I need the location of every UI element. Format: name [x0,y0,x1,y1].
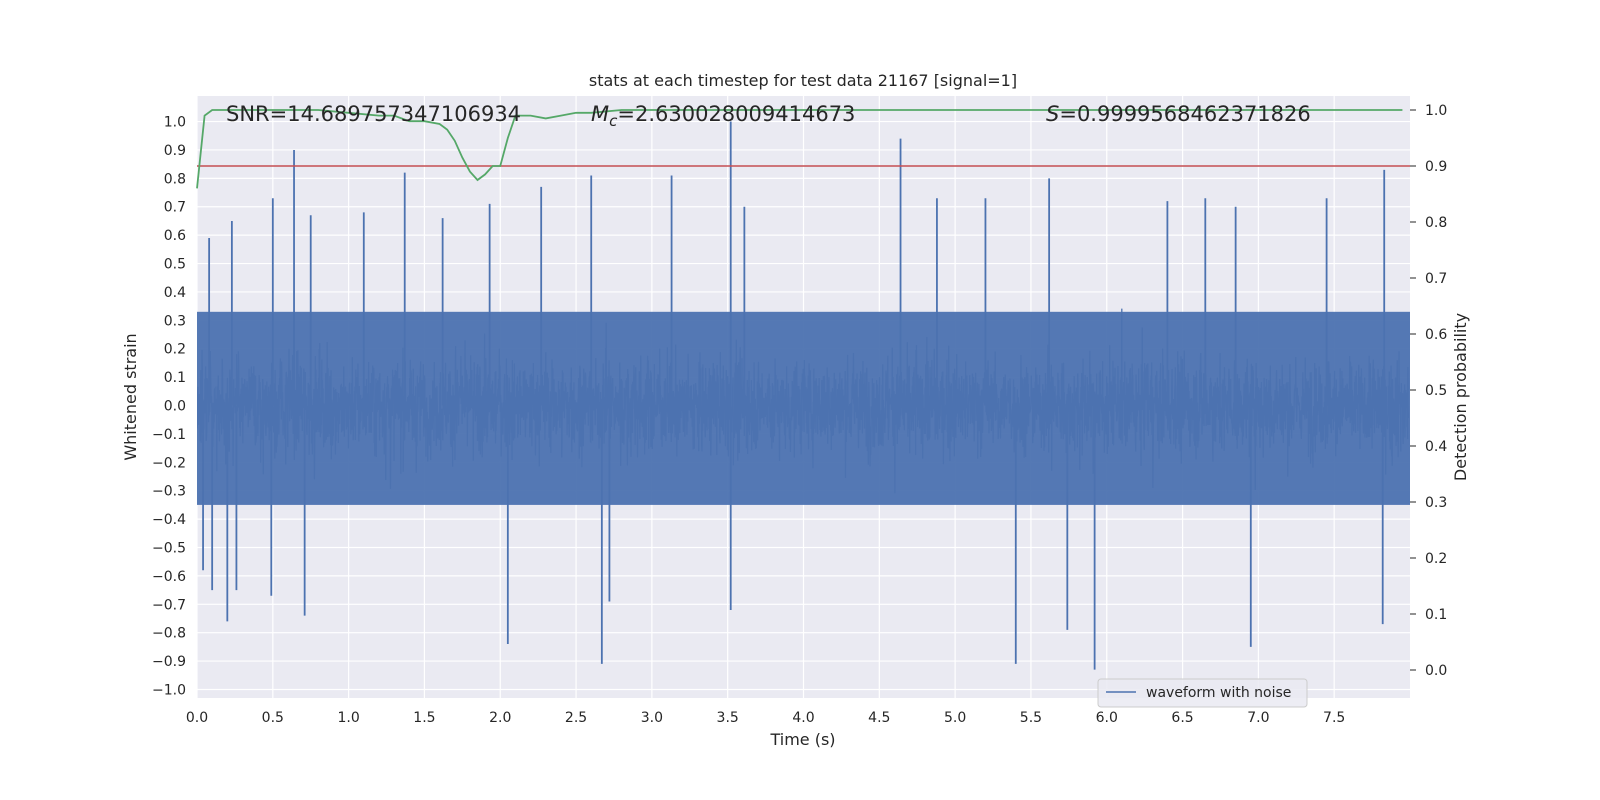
left-tick-label: −0.4 [152,512,186,528]
left-tick-label: −0.2 [152,455,186,471]
x-tick-label: 1.5 [413,710,435,726]
right-tick-label: 0.1 [1425,607,1447,623]
right-tick-label: 0.5 [1425,383,1447,399]
legend-label: waveform with noise [1146,685,1291,701]
x-tick-label: 7.5 [1323,710,1345,726]
left-tick-label: 0.1 [164,370,186,386]
x-tick-label: 0.0 [186,710,208,726]
significance-value: =0.9999568462371826 [1059,102,1310,126]
right-tick-label: 0.7 [1425,271,1447,287]
right-tick-label: 0.4 [1425,439,1447,455]
x-tick-label: 5.0 [944,710,966,726]
left-tick-label: 0.4 [164,285,186,301]
x-tick-label: 0.5 [262,710,284,726]
chirp-mass-subscript: c [609,112,618,130]
x-axis-label: Time (s) [769,730,835,749]
left-tick-label: 1.0 [164,115,186,131]
left-tick-label: 0.2 [164,342,186,358]
left-tick-label: −0.8 [152,626,186,642]
left-tick-label: −0.5 [152,541,186,557]
probability-line [196,109,1403,189]
left-tick-label: −0.7 [152,597,186,613]
x-tick-label: 4.0 [792,710,814,726]
right-tick-label: 0.0 [1425,663,1447,679]
right-tick-label: 0.8 [1425,215,1447,231]
right-tick-label: 0.2 [1425,551,1447,567]
x-tick-label: 3.0 [641,710,663,726]
significance-symbol: S [1046,102,1059,126]
right-axis-label: Detection probability [1451,313,1470,481]
left-tick-label: 0.5 [164,257,186,273]
x-tick-label: 4.5 [868,710,890,726]
left-axis-ticks: 1.0 0.9 0.8 0.7 0.6 0.5 0.4 0.3 0.2 0.1 0.0 −0.1 −0.… [152,115,186,699]
chart-title: stats at each timestep for test data 211… [589,71,1017,90]
left-axis-label: Whitened strain [121,333,140,460]
right-tick-label: 0.9 [1425,159,1447,175]
right-axis-ticks: 1.0 0.9 0.8 0.7 0.6 0.5 0.4 0.3 0.2 0.1 0.0 [1410,103,1447,679]
chirp-mass-value: =2.630028009414673 [617,102,855,126]
snr-annotation: SNR=14.689757347106934 [226,102,521,126]
chirp-mass-symbol: M [591,102,609,126]
x-tick-label: 7.0 [1247,710,1269,726]
left-tick-label: −0.1 [152,427,186,443]
left-tick-label: 0.7 [164,200,186,216]
left-tick-label: −0.3 [152,484,186,500]
chirp-mass-annotation: Mc=2.630028009414673 [591,102,855,130]
x-tick-label: 5.5 [1020,710,1042,726]
right-tick-label: 1.0 [1425,103,1447,119]
waveform-series [197,121,1410,670]
left-tick-label: 0.0 [164,399,186,415]
x-axis-ticks: 0.0 0.5 1.0 1.5 2.0 2.5 3.0 3.5 4.0 4.5 5.0 5.5 6.0 6… [186,710,1345,726]
waveform-dense-band [197,311,1410,505]
x-tick-label: 6.0 [1096,710,1118,726]
right-tick-label: 0.3 [1425,495,1447,511]
significance-annotation: S=0.9999568462371826 [1046,102,1311,126]
left-tick-label: 0.3 [164,313,186,329]
left-tick-label: 0.8 [164,171,186,187]
left-tick-label: −0.6 [152,569,186,585]
left-tick-label: 0.6 [164,228,186,244]
left-tick-label: −0.9 [152,654,186,670]
probability-series [196,109,1410,189]
right-tick-label: 0.6 [1425,327,1447,343]
x-tick-label: 3.5 [717,710,739,726]
x-tick-label: 6.5 [1171,710,1193,726]
left-tick-label: 0.9 [164,143,186,159]
x-tick-label: 1.0 [337,710,359,726]
legend: waveform with noise [1097,678,1308,708]
x-tick-label: 2.5 [565,710,587,726]
left-tick-label: −1.0 [152,682,186,698]
legend-box [1097,678,1308,708]
x-tick-label: 2.0 [489,710,511,726]
